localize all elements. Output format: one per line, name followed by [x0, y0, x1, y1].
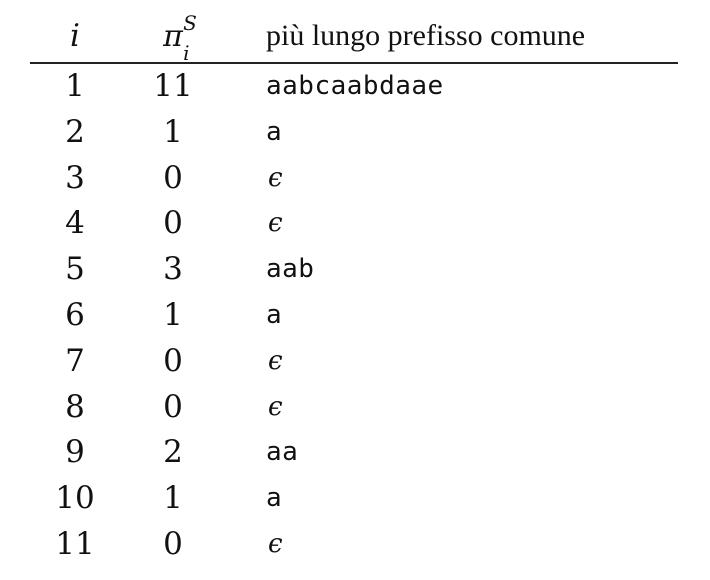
header-pi-subscript: i: [183, 41, 190, 65]
header-pi: π S i: [130, 11, 216, 65]
table-row: 6 1 a: [30, 297, 678, 343]
row-prefix: aabcaabdaae: [266, 71, 444, 101]
row-index: 9: [65, 434, 85, 471]
row-prefix-epsilon: ϵ: [268, 345, 283, 376]
row-prefix-epsilon: ϵ: [268, 208, 283, 239]
table-row: 9 2 aa: [30, 434, 678, 480]
table-row: 2 1 a: [30, 114, 678, 160]
row-prefix: a: [266, 483, 283, 514]
row-prefix: aa: [266, 437, 299, 468]
row-index: 6: [65, 296, 85, 333]
row-prefix-epsilon: ϵ: [268, 391, 283, 422]
row-prefix: a: [266, 299, 283, 330]
header-longest-common-prefix: più lungo prefisso comune: [266, 19, 586, 52]
prefix-function-table: i π S i più lungo prefisso comune 1 11 a…: [30, 11, 678, 562]
row-pi-value: 0: [163, 388, 183, 425]
header-i: i: [70, 18, 80, 54]
row-index: 1: [65, 68, 85, 104]
table-header: i π S i più lungo prefisso comune: [30, 11, 678, 65]
table-row: 1 11 aabcaabdaae: [30, 68, 678, 114]
header-pi-superscript: S: [183, 11, 197, 35]
table-row: 10 1 a: [30, 480, 678, 526]
row-index: 2: [65, 113, 85, 150]
table-row: 8 0 ϵ: [30, 389, 678, 435]
table-row: 7 0 ϵ: [30, 343, 678, 389]
row-prefix-epsilon: ϵ: [268, 162, 283, 193]
row-pi-value: 1: [163, 296, 183, 333]
row-index: 5: [65, 251, 85, 288]
row-pi-value: 0: [163, 525, 183, 562]
row-index: 11: [55, 525, 95, 562]
row-index: 3: [65, 159, 85, 196]
table-row: 11 0 ϵ: [30, 526, 678, 572]
row-index: 7: [65, 342, 85, 379]
table-row: 4 0 ϵ: [30, 205, 678, 251]
table-row: 3 0 ϵ: [30, 160, 678, 206]
row-index: 10: [55, 480, 95, 517]
row-pi-value: 0: [163, 342, 183, 379]
row-prefix: aab: [266, 254, 315, 285]
row-pi-value: 3: [163, 251, 183, 288]
row-index: 8: [65, 388, 85, 425]
row-pi-value: 2: [163, 434, 183, 471]
row-pi-value: 1: [163, 480, 183, 517]
header-rule: [30, 62, 678, 64]
table-row: 5 3 aab: [30, 251, 678, 297]
header-pi-symbol: π S i: [163, 11, 197, 65]
row-pi-value: 0: [163, 159, 183, 196]
row-prefix: a: [266, 116, 283, 147]
row-pi-value: 0: [163, 205, 183, 242]
table-body: 1 11 aabcaabdaae 2 1 a 3 0 ϵ 4 0 ϵ 5 3 a…: [30, 68, 678, 572]
row-index: 4: [65, 205, 85, 242]
row-prefix-epsilon: ϵ: [268, 528, 283, 559]
row-pi-value: 1: [163, 113, 183, 150]
row-pi-value: 11: [153, 68, 193, 104]
header-pi-base: π: [163, 19, 183, 54]
